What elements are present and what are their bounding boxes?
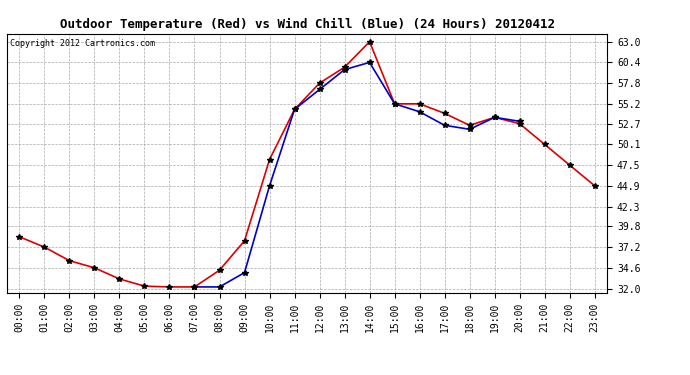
- Title: Outdoor Temperature (Red) vs Wind Chill (Blue) (24 Hours) 20120412: Outdoor Temperature (Red) vs Wind Chill …: [59, 18, 555, 31]
- Text: Copyright 2012 Cartronics.com: Copyright 2012 Cartronics.com: [10, 39, 155, 48]
